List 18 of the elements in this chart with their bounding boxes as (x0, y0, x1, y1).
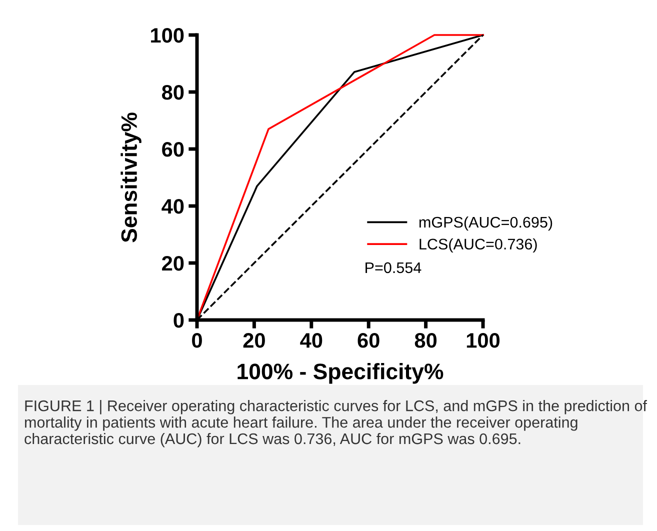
caption: FIGURE 1 | Receiver operating characteristic curves for LCS, and mGPS in the prediction of mortality in patients with acute heart failure. The area under the receiver operating characteristic curve (AUC) for LCS was 0.736, AUC for mGPS was 0.695. (24, 400, 648, 448)
y-tick-label: 20 (162, 256, 184, 271)
annotation: P=0.554 (366, 262, 422, 274)
y-tick-label: 80 (162, 85, 184, 100)
x-tick-label: 40 (300, 333, 322, 348)
x-axis-title: 100% - Specificity% (238, 363, 444, 384)
x-tick-label: 0 (192, 333, 202, 348)
y-tick-label: 100 (151, 28, 184, 43)
y-tick-label: 60 (162, 142, 184, 157)
y-axis-title: Sensitivity% (120, 112, 142, 242)
legend-label: mGPS(AUC=0.695) (419, 216, 552, 231)
x-tick-label: 100 (466, 333, 500, 348)
x-tick-label: 60 (358, 333, 380, 348)
legend-label: LCS(AUC=0.736) (420, 238, 537, 253)
x-tick-label: 80 (414, 333, 437, 348)
y-tick-label: 0 (174, 313, 184, 328)
y-tick-label: 40 (162, 199, 184, 214)
x-tick-label: 20 (243, 333, 265, 348)
